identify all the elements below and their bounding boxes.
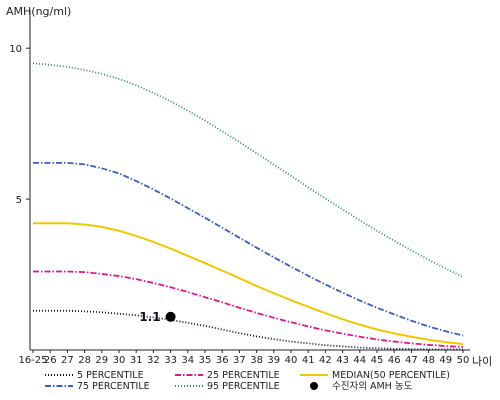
patient-amh-point <box>165 311 176 322</box>
series-line-median-50-percentile- <box>33 222 464 345</box>
series-line-75-percentile <box>33 161 464 337</box>
legend-label: 95 PERCENTILE <box>207 381 280 392</box>
x-tick-label: 48 <box>422 355 435 366</box>
legend-swatch-patient-amh <box>310 382 318 390</box>
x-tick-label: 29 <box>95 355 108 366</box>
x-tick-label: 39 <box>267 355 280 366</box>
legend-label: 75 PERCENTILE <box>77 381 150 392</box>
x-tick-label: 40 <box>285 355 298 366</box>
series-line-25-percentile <box>33 270 464 348</box>
x-tick-label: 32 <box>147 355 160 366</box>
legend-label: MEDIAN(50 PERCENTILE) <box>332 370 450 381</box>
legend-label: 25 PERCENTILE <box>207 370 280 381</box>
y-axis-title: AMH(ng/ml) <box>6 5 71 18</box>
y-tick-label: 10 <box>9 44 22 55</box>
legend: 5 PERCENTILE 25 PERCENTILE MEDIAN(50 PERCE… <box>45 370 450 392</box>
x-tick-label: 31 <box>130 355 143 366</box>
x-tick-label: 38 <box>250 355 263 366</box>
marker-layer: 1.1 <box>139 310 176 324</box>
x-tick-label: 26 <box>44 355 57 366</box>
patient-amh-value-label: 1.1 <box>139 310 160 324</box>
x-tick-label: 30 <box>113 355 126 366</box>
y-tick-label: 5 <box>16 195 22 206</box>
x-tick-label: 33 <box>164 355 177 366</box>
x-tick-label: 46 <box>388 355 401 366</box>
x-tick-label: 37 <box>233 355 246 366</box>
x-tick-label: 44 <box>353 355 366 366</box>
x-tick-label: 28 <box>78 355 91 366</box>
series-line-5-percentile <box>33 309 463 351</box>
x-tick-label: 41 <box>302 355 315 366</box>
series-layer <box>32 62 464 351</box>
x-tick-label: 36 <box>216 355 229 366</box>
x-tick-label: 16-25 <box>18 355 47 366</box>
x-axis-title: 나이 <box>472 355 492 368</box>
x-tick-label: 50 <box>457 355 470 366</box>
x-tick-label: 35 <box>199 355 212 366</box>
x-tick-label: 49 <box>439 355 452 366</box>
x-tick-label: 27 <box>61 355 74 366</box>
x-tick-label: 42 <box>319 355 332 366</box>
legend-label: 5 PERCENTILE <box>77 370 144 381</box>
x-tick-label: 43 <box>336 355 349 366</box>
series-line-95-percentile <box>32 62 464 278</box>
x-tick-label: 47 <box>405 355 418 366</box>
x-tick-label: 45 <box>371 355 384 366</box>
legend-label: 수진자의 AMH 농도 <box>332 381 413 392</box>
x-tick-label: 34 <box>181 355 194 366</box>
